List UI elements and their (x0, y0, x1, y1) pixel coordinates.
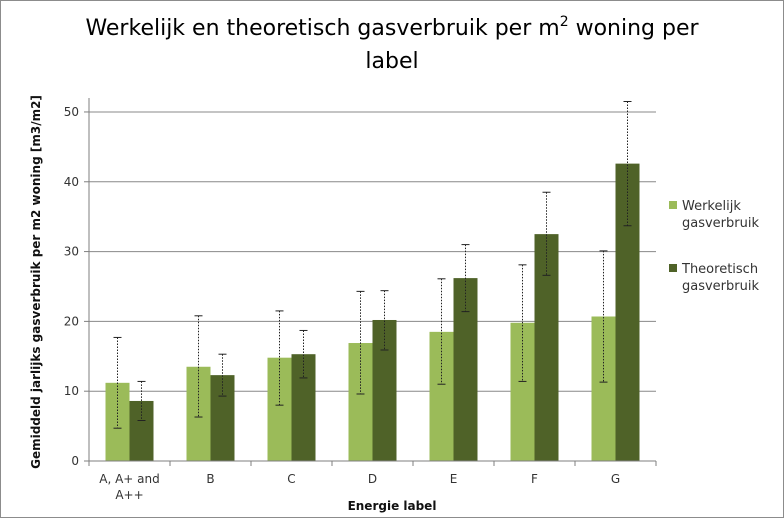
x-axis-title: Energie label (348, 499, 437, 513)
y-tick-40: 40 (64, 175, 79, 189)
x-category-label-5-0: F (531, 472, 538, 486)
chart-title-rest: woning per (569, 16, 700, 41)
axes (88, 98, 657, 466)
legend-label-0-0: Werkelijk (682, 199, 741, 214)
legend-label-1-1: gasverbruik (682, 279, 759, 294)
gridlines (84, 111, 656, 462)
y-tick-labels: 0 10 20 30 40 50 (64, 105, 79, 468)
y-tick-30: 30 (64, 245, 79, 259)
chart-title-line-1: Werkelijk en theoretisch gasverbruik per… (85, 14, 699, 41)
y-tick-50: 50 (64, 105, 79, 119)
x-category-label-1-0: B (206, 472, 214, 486)
legend: Werkelijk gasverbruik Theoretisch gasverbru… (669, 199, 759, 294)
legend-swatch-1 (669, 264, 677, 272)
chart-title-line-2: label (365, 49, 418, 74)
bar-series1-cat0 (129, 400, 154, 461)
legend-swatch-0 (669, 201, 677, 209)
chart-title-superscript: 2 (560, 14, 569, 30)
x-category-label-0-0: A, A+ and (99, 472, 160, 486)
bar-series0-cat3 (348, 343, 373, 461)
bar-series1-cat1 (210, 375, 235, 461)
chart-title-main: Werkelijk en theoretisch gasverbruik per… (85, 16, 559, 41)
bar-series0-cat1 (186, 366, 211, 461)
y-tick-10: 10 (64, 384, 79, 398)
y-tick-20: 20 (64, 314, 79, 328)
bars (105, 163, 640, 461)
y-tick-0: 0 (71, 454, 79, 468)
x-category-label-0-1: A++ (115, 488, 143, 502)
bar-series0-cat4 (429, 331, 454, 461)
bar-series1-cat2 (291, 354, 316, 461)
bar-series1-cat6 (615, 163, 640, 461)
bar-series0-cat2 (267, 357, 292, 461)
x-category-label-6-0: G (611, 472, 620, 486)
error-bars (113, 100, 632, 429)
x-category-label-3-0: D (368, 472, 377, 486)
x-category-labels: A, A+ and A++ B C D E F G (99, 472, 620, 502)
y-axis-title: Gemiddeld jarlijks gasverbruik per m2 wo… (29, 95, 43, 469)
bar-series1-cat3 (372, 319, 397, 461)
bar-series0-cat6 (591, 316, 616, 461)
x-category-label-4-0: E (450, 472, 458, 486)
legend-label-0-1: gasverbruik (682, 216, 759, 231)
x-category-label-2-0: C (287, 472, 295, 486)
legend-label-1-0: Theoretisch (681, 262, 758, 277)
bar-series1-cat5 (534, 234, 559, 461)
bar-series0-cat5 (510, 322, 535, 461)
